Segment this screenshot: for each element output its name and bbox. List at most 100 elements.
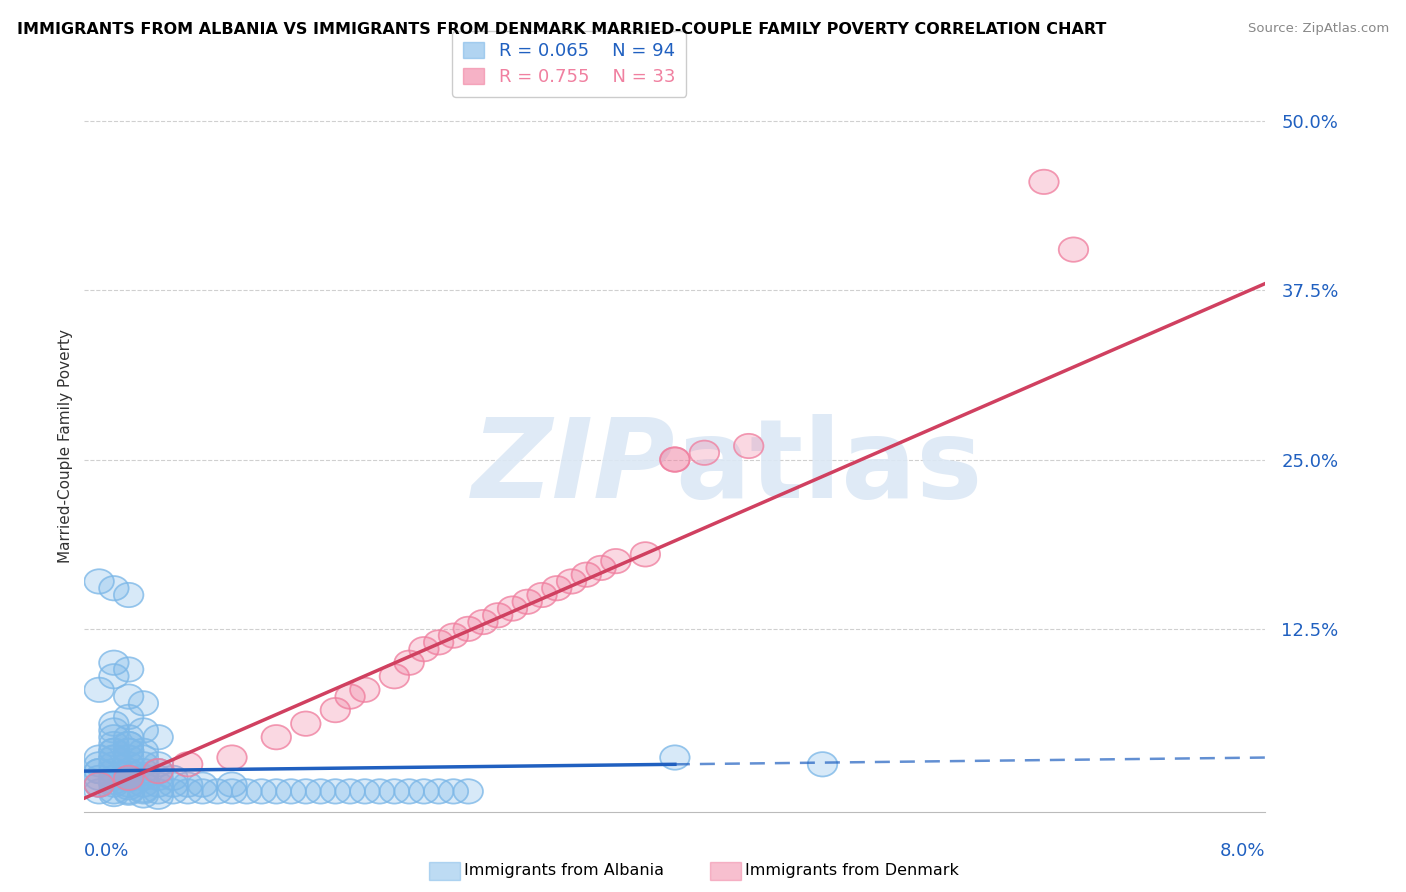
Ellipse shape [454, 780, 484, 804]
Ellipse shape [394, 650, 425, 675]
Ellipse shape [114, 752, 143, 777]
Ellipse shape [291, 712, 321, 736]
Ellipse shape [98, 739, 129, 763]
Ellipse shape [98, 731, 129, 756]
Ellipse shape [291, 780, 321, 804]
Ellipse shape [84, 772, 114, 797]
Ellipse shape [484, 603, 513, 627]
Ellipse shape [98, 772, 129, 797]
Ellipse shape [98, 770, 129, 794]
Ellipse shape [188, 772, 217, 797]
Ellipse shape [409, 780, 439, 804]
Ellipse shape [84, 780, 114, 804]
Ellipse shape [321, 698, 350, 723]
Ellipse shape [84, 752, 114, 777]
Ellipse shape [425, 631, 454, 655]
Ellipse shape [232, 780, 262, 804]
Ellipse shape [129, 746, 159, 770]
Ellipse shape [380, 780, 409, 804]
Ellipse shape [98, 780, 129, 804]
Text: 0.0%: 0.0% [84, 842, 129, 860]
Ellipse shape [114, 657, 143, 681]
Ellipse shape [307, 780, 336, 804]
Ellipse shape [114, 780, 143, 804]
Ellipse shape [217, 746, 247, 770]
Ellipse shape [129, 780, 159, 804]
Ellipse shape [84, 678, 114, 702]
Ellipse shape [84, 772, 114, 797]
Ellipse shape [143, 752, 173, 777]
Ellipse shape [114, 705, 143, 729]
Ellipse shape [247, 780, 276, 804]
Ellipse shape [454, 616, 484, 641]
Ellipse shape [114, 759, 143, 783]
Ellipse shape [586, 556, 616, 580]
Legend: R = 0.065    N = 94, R = 0.755    N = 33: R = 0.065 N = 94, R = 0.755 N = 33 [451, 31, 686, 96]
Ellipse shape [1059, 237, 1088, 261]
Ellipse shape [129, 765, 159, 790]
Text: IMMIGRANTS FROM ALBANIA VS IMMIGRANTS FROM DENMARK MARRIED-COUPLE FAMILY POVERTY: IMMIGRANTS FROM ALBANIA VS IMMIGRANTS FR… [17, 22, 1107, 37]
Ellipse shape [114, 725, 143, 749]
Ellipse shape [468, 610, 498, 634]
Ellipse shape [98, 718, 129, 743]
Ellipse shape [114, 731, 143, 756]
Ellipse shape [129, 759, 159, 783]
Text: Immigrants from Albania: Immigrants from Albania [464, 863, 664, 878]
Ellipse shape [661, 746, 690, 770]
Ellipse shape [512, 590, 543, 614]
Ellipse shape [159, 772, 188, 797]
Ellipse shape [425, 780, 454, 804]
Ellipse shape [321, 780, 350, 804]
Ellipse shape [114, 765, 143, 790]
Ellipse shape [350, 780, 380, 804]
Ellipse shape [129, 691, 159, 715]
Ellipse shape [1029, 169, 1059, 194]
Ellipse shape [202, 780, 232, 804]
Ellipse shape [366, 780, 394, 804]
Ellipse shape [84, 759, 114, 783]
Ellipse shape [98, 746, 129, 770]
Ellipse shape [98, 765, 129, 790]
Text: ZIP: ZIP [471, 415, 675, 522]
Ellipse shape [84, 759, 114, 783]
Ellipse shape [394, 780, 425, 804]
Ellipse shape [98, 759, 129, 783]
Text: Source: ZipAtlas.com: Source: ZipAtlas.com [1249, 22, 1389, 36]
Ellipse shape [129, 764, 159, 789]
Text: atlas: atlas [675, 415, 983, 522]
Ellipse shape [98, 746, 129, 770]
Ellipse shape [661, 448, 690, 472]
Ellipse shape [129, 783, 159, 807]
Ellipse shape [409, 637, 439, 661]
Ellipse shape [114, 765, 143, 790]
Ellipse shape [262, 725, 291, 749]
Ellipse shape [541, 576, 572, 600]
Ellipse shape [98, 725, 129, 749]
Ellipse shape [98, 576, 129, 600]
Ellipse shape [630, 542, 661, 566]
Ellipse shape [84, 772, 114, 797]
Ellipse shape [690, 441, 720, 465]
Ellipse shape [114, 762, 143, 786]
Ellipse shape [143, 772, 173, 797]
Ellipse shape [143, 725, 173, 749]
Ellipse shape [129, 778, 159, 802]
Ellipse shape [84, 746, 114, 770]
Ellipse shape [380, 664, 409, 689]
Ellipse shape [114, 780, 143, 805]
Ellipse shape [129, 752, 159, 777]
Ellipse shape [159, 765, 188, 790]
Ellipse shape [129, 718, 159, 743]
Ellipse shape [98, 752, 129, 777]
Ellipse shape [98, 664, 129, 689]
Ellipse shape [661, 448, 690, 472]
Ellipse shape [217, 772, 247, 797]
Ellipse shape [114, 739, 143, 763]
Ellipse shape [173, 752, 202, 777]
Ellipse shape [143, 765, 173, 790]
Ellipse shape [277, 780, 307, 804]
Ellipse shape [808, 752, 838, 777]
Ellipse shape [173, 772, 202, 797]
Ellipse shape [188, 780, 217, 804]
Ellipse shape [350, 678, 380, 702]
